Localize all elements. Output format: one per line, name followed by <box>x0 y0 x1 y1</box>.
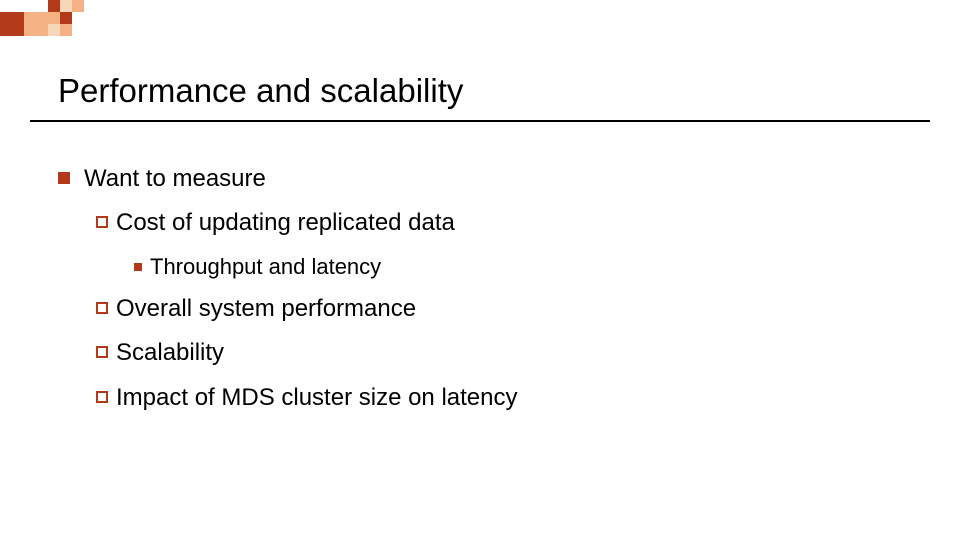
title-underline <box>30 120 930 122</box>
bullet-level2: Overall system performance <box>96 290 517 328</box>
bullet-text: Impact of MDS cluster size on latency <box>116 379 517 417</box>
bullet-level3: Throughput and latency <box>134 249 517 284</box>
decor-square <box>48 24 60 36</box>
slide-decor <box>0 0 960 50</box>
bullet-text: Cost of updating replicated data <box>116 204 455 242</box>
decor-square <box>60 12 72 24</box>
square-outline-bullet-icon <box>96 216 108 228</box>
bullet-text: Scalability <box>116 334 224 372</box>
square-outline-bullet-icon <box>96 302 108 314</box>
square-bullet-icon <box>58 172 70 184</box>
square-small-bullet-icon <box>134 263 142 271</box>
decor-square <box>60 24 72 36</box>
slide-body: Want to measure Cost of updating replica… <box>58 160 517 423</box>
slide-title: Performance and scalability <box>58 72 463 110</box>
decor-square <box>48 12 60 24</box>
decor-square <box>0 12 24 36</box>
bullet-level1: Want to measure <box>58 160 517 198</box>
decor-square <box>72 0 84 12</box>
bullet-level2: Cost of updating replicated data <box>96 204 517 242</box>
bullet-text: Throughput and latency <box>150 249 381 284</box>
bullet-level2: Impact of MDS cluster size on latency <box>96 379 517 417</box>
bullet-level2: Scalability <box>96 334 517 372</box>
bullet-text: Overall system performance <box>116 290 416 328</box>
decor-square <box>60 0 72 12</box>
bullet-text: Want to measure <box>84 160 266 198</box>
square-outline-bullet-icon <box>96 391 108 403</box>
square-outline-bullet-icon <box>96 346 108 358</box>
decor-square <box>48 0 60 12</box>
decor-square <box>24 12 48 36</box>
